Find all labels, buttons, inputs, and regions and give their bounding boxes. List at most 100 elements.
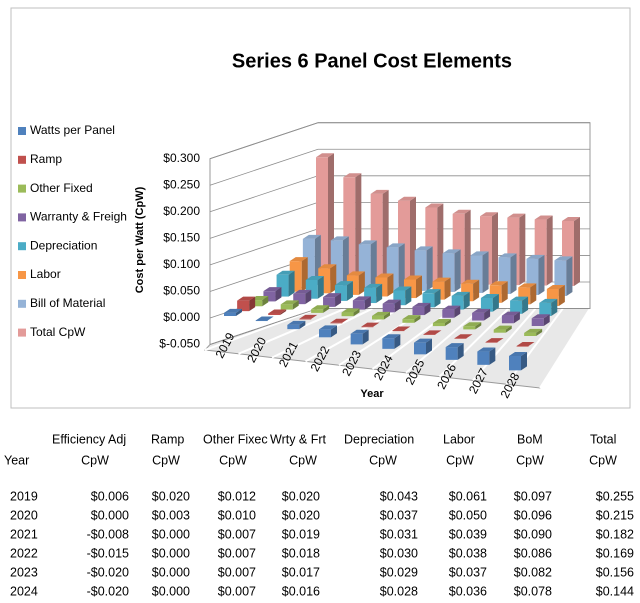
bar-side: [330, 264, 337, 294]
bar-side: [394, 299, 401, 313]
table-cell: $0.018: [282, 546, 320, 560]
bar: [546, 284, 565, 306]
table-header: CpW: [289, 453, 317, 467]
bar-top: [539, 298, 558, 303]
bar-front: [268, 313, 281, 316]
bar-top: [319, 325, 337, 330]
bar-side: [384, 311, 390, 320]
table-cell: $0.020: [282, 508, 320, 522]
bar: [255, 316, 274, 322]
bar-side: [463, 291, 470, 310]
bar-side: [387, 273, 394, 297]
table-cell: $0.028: [380, 584, 418, 598]
bar-top: [432, 318, 451, 323]
bar-side: [262, 296, 269, 307]
table-cell: $0.020: [282, 489, 320, 503]
bar-front: [250, 300, 263, 307]
bar-side: [376, 283, 383, 304]
bar: [382, 299, 401, 313]
y-tick-label: $0.200: [163, 204, 200, 218]
bar: [287, 320, 306, 330]
bar-side: [475, 322, 482, 330]
table-header: CpW: [589, 453, 617, 467]
bar-side: [426, 246, 433, 291]
bar-top: [268, 309, 287, 314]
bar-top: [489, 281, 508, 286]
table-cell: $0.000: [152, 546, 190, 560]
bar-front: [341, 312, 354, 317]
bar-side: [364, 296, 371, 310]
bar-top: [393, 286, 412, 291]
bar: [516, 342, 535, 347]
table-cell: $0.037: [449, 565, 487, 579]
table-cell: $0.144: [596, 584, 634, 598]
bar-top: [516, 342, 535, 346]
bar-top: [263, 287, 282, 292]
table-cell: $0.215: [596, 508, 634, 522]
bar-top: [425, 203, 444, 208]
bar-side: [410, 196, 416, 284]
bar-side: [299, 320, 306, 330]
grid-line: [209, 148, 590, 186]
bar: [268, 309, 287, 316]
bar-side: [454, 249, 461, 292]
bar-side: [444, 277, 451, 300]
table-header: Ramp: [151, 432, 184, 446]
legend-swatch: [18, 155, 26, 164]
bar-top: [509, 352, 527, 356]
bar: [382, 334, 401, 349]
bar-side: [538, 254, 545, 295]
bar-side: [546, 215, 553, 286]
legend-label: Bill of Material: [30, 296, 105, 310]
bar-front: [382, 338, 395, 349]
bar-side: [551, 298, 558, 316]
floor-line: [472, 307, 537, 382]
bar-top: [302, 234, 321, 239]
bar: [531, 314, 550, 326]
bar-front: [480, 297, 493, 312]
table-cell: 2019: [10, 489, 38, 503]
bar-top: [534, 215, 553, 220]
bar-side: [416, 275, 422, 299]
bar-top: [382, 299, 401, 304]
legend-swatch: [18, 213, 26, 222]
bar-front: [263, 291, 276, 302]
bar-top: [554, 256, 573, 261]
bar-top: [375, 273, 394, 278]
legend-swatch: [18, 127, 26, 135]
bar-side: [342, 236, 349, 288]
bar-side: [444, 318, 451, 327]
table-header: Year: [4, 453, 29, 467]
bar-front: [350, 333, 363, 345]
legend-label: Warranty & Freigh: [30, 210, 127, 224]
bar-top: [276, 270, 295, 275]
y-tick-label: $0.300: [163, 151, 200, 165]
bar-side: [510, 253, 517, 294]
bar-front: [509, 356, 521, 371]
table-cell: $0.255: [596, 489, 634, 503]
y-tick-label: $0.100: [163, 257, 200, 271]
floor-line: [539, 308, 591, 389]
bar-top: [423, 330, 442, 335]
bar-top: [334, 281, 353, 286]
bar-side: [426, 338, 432, 355]
bar-top: [358, 240, 377, 245]
bar-top: [562, 216, 580, 221]
table-header: CpW: [446, 453, 474, 467]
bar-side: [434, 289, 441, 308]
bar-top: [452, 209, 471, 214]
table-cell: 2022: [10, 546, 38, 560]
table-cell: -$0.008: [87, 527, 129, 541]
table-header: Depreciation: [344, 432, 414, 446]
bar: [319, 325, 337, 338]
bar: [472, 308, 491, 321]
bar-front: [287, 324, 300, 330]
bar-side: [405, 286, 412, 306]
table-header: CpW: [81, 453, 109, 467]
bar-front: [445, 347, 458, 360]
bar-front: [361, 326, 374, 328]
bar: [311, 305, 330, 313]
bar-side: [457, 343, 464, 360]
legend-label: Other Fixed: [30, 181, 93, 195]
